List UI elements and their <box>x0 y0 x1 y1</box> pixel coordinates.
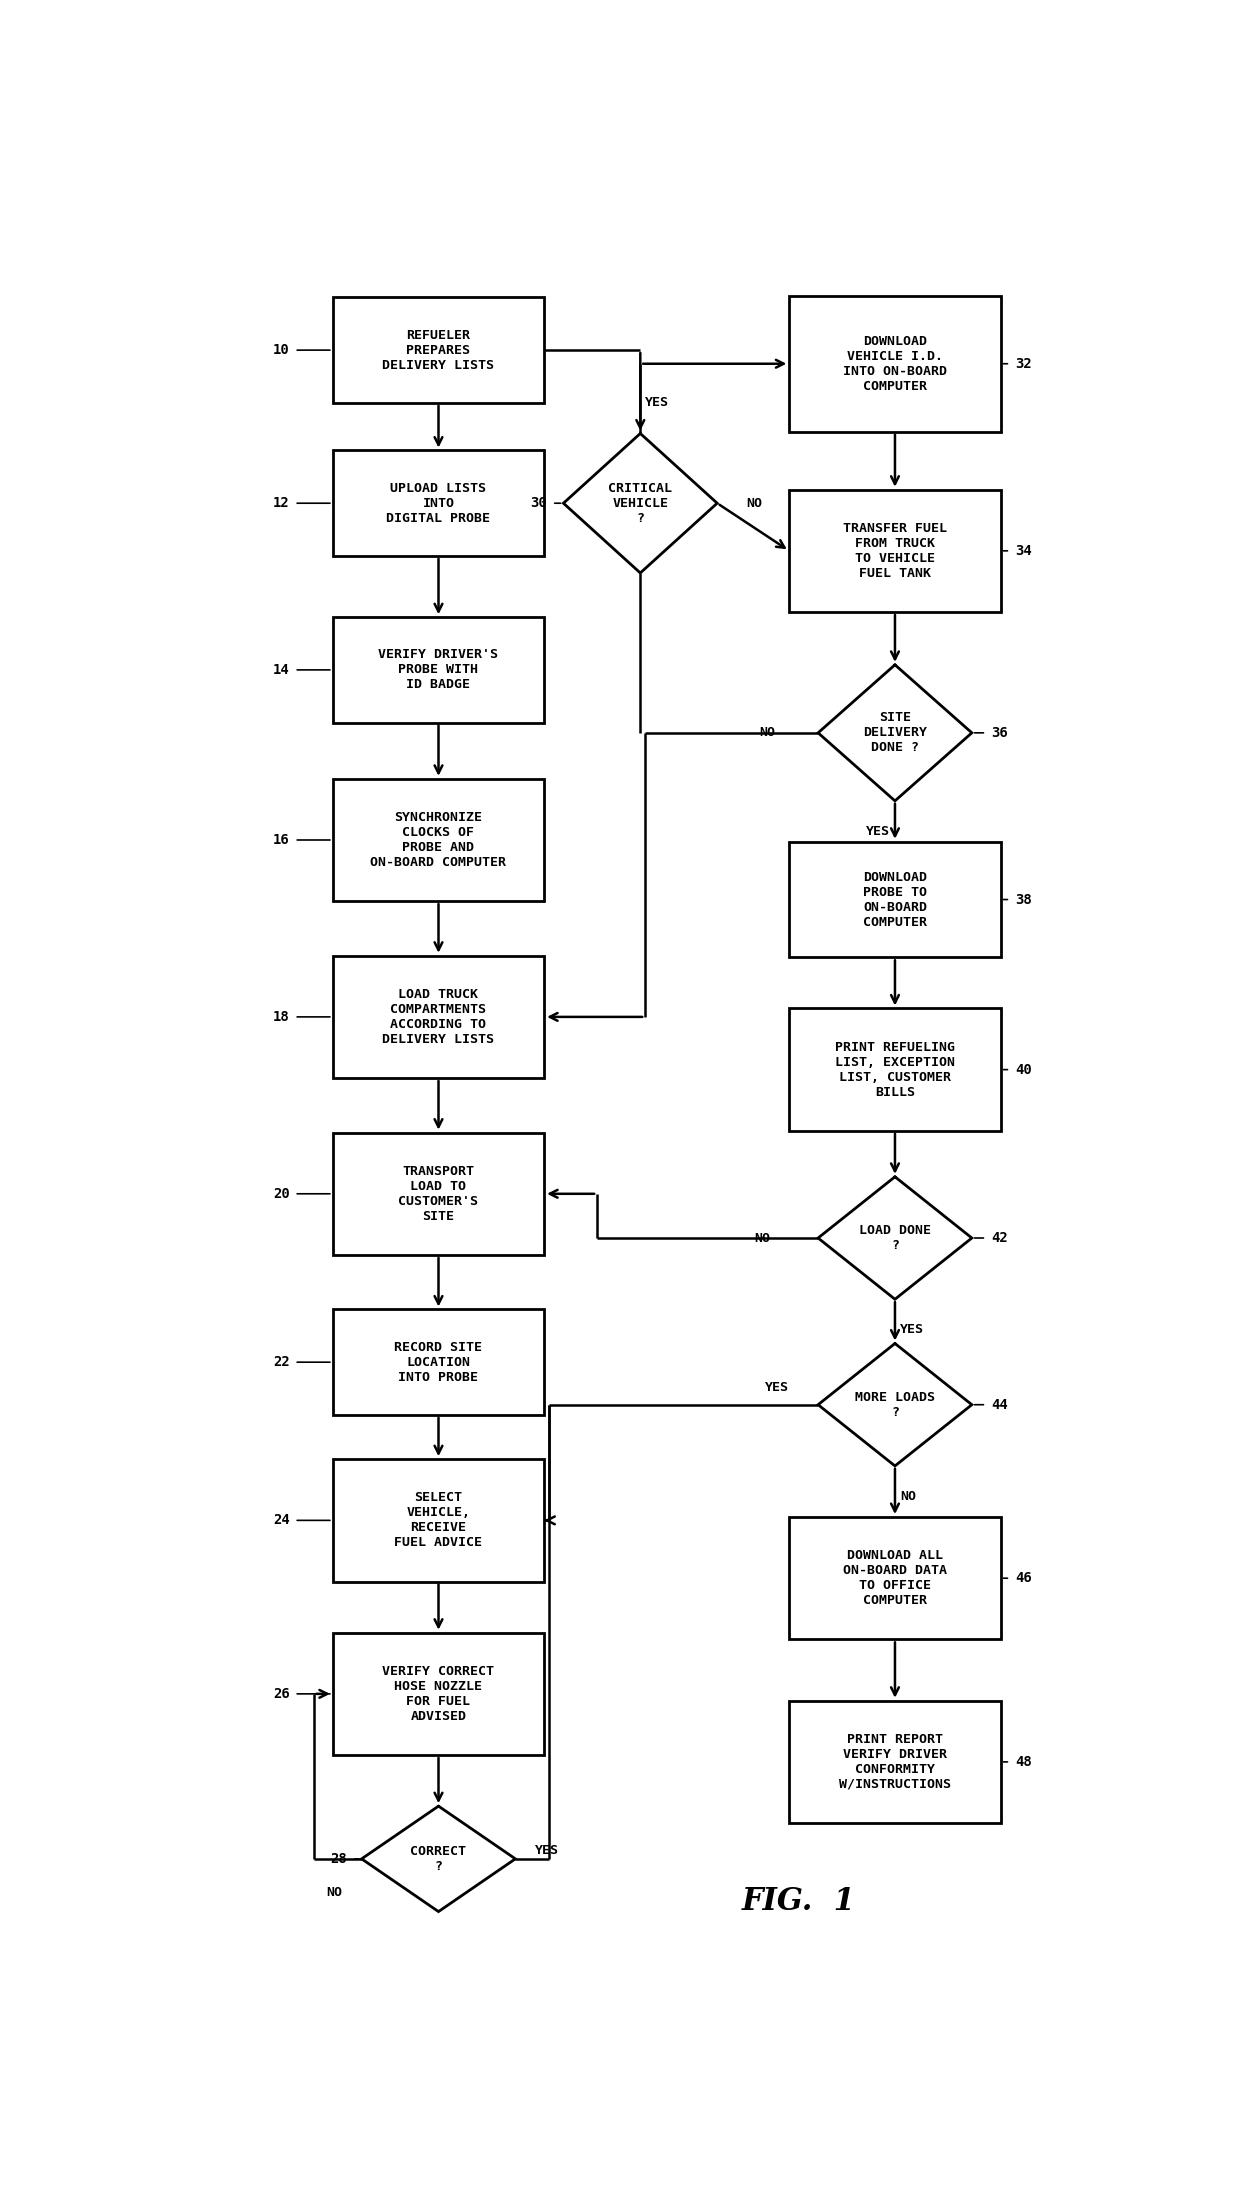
Text: YES: YES <box>867 824 890 837</box>
Text: 44: 44 <box>991 1398 1008 1412</box>
Bar <box>789 1518 1001 1639</box>
Text: SITE
DELIVERY
DONE ?: SITE DELIVERY DONE ? <box>863 711 928 753</box>
Text: 14: 14 <box>273 663 290 676</box>
Text: MORE LOADS
?: MORE LOADS ? <box>854 1392 935 1418</box>
Text: NO: NO <box>746 497 763 510</box>
Text: DOWNLOAD
PROBE TO
ON-BOARD
COMPUTER: DOWNLOAD PROBE TO ON-BOARD COMPUTER <box>863 870 928 928</box>
Text: 34: 34 <box>1016 543 1032 559</box>
Text: 22: 22 <box>273 1354 290 1370</box>
Bar <box>332 1632 544 1756</box>
Text: VERIFY CORRECT
HOSE NOZZLE
FOR FUEL
ADVISED: VERIFY CORRECT HOSE NOZZLE FOR FUEL ADVI… <box>382 1666 495 1723</box>
Text: 46: 46 <box>1016 1571 1032 1586</box>
Text: LOAD DONE
?: LOAD DONE ? <box>859 1224 931 1253</box>
Text: 32: 32 <box>1016 356 1032 371</box>
Bar <box>789 296 1001 431</box>
Text: 16: 16 <box>273 833 290 846</box>
Text: NO: NO <box>900 1491 916 1502</box>
Bar <box>789 842 1001 956</box>
Text: PRINT REPORT
VERIFY DRIVER
CONFORMITY
W/INSTRUCTIONS: PRINT REPORT VERIFY DRIVER CONFORMITY W/… <box>839 1732 951 1791</box>
Text: TRANSPORT
LOAD TO
CUSTOMER'S
SITE: TRANSPORT LOAD TO CUSTOMER'S SITE <box>398 1164 479 1224</box>
Bar <box>332 1310 544 1416</box>
Text: LOAD TRUCK
COMPARTMENTS
ACCORDING TO
DELIVERY LISTS: LOAD TRUCK COMPARTMENTS ACCORDING TO DEL… <box>382 987 495 1045</box>
Text: 26: 26 <box>273 1688 290 1701</box>
Polygon shape <box>563 433 717 572</box>
Text: 18: 18 <box>273 1010 290 1025</box>
Text: 28: 28 <box>330 1851 347 1867</box>
Text: REFUELER
PREPARES
DELIVERY LISTS: REFUELER PREPARES DELIVERY LISTS <box>382 329 495 371</box>
Text: YES: YES <box>645 395 670 409</box>
Text: FIG.  1: FIG. 1 <box>742 1886 856 1917</box>
Bar <box>332 616 544 722</box>
Text: DOWNLOAD
VEHICLE I.D.
INTO ON-BOARD
COMPUTER: DOWNLOAD VEHICLE I.D. INTO ON-BOARD COMP… <box>843 336 947 393</box>
Bar <box>332 780 544 901</box>
Polygon shape <box>818 1177 972 1299</box>
Text: SYNCHRONIZE
CLOCKS OF
PROBE AND
ON-BOARD COMPUTER: SYNCHRONIZE CLOCKS OF PROBE AND ON-BOARD… <box>371 811 506 868</box>
Text: RECORD SITE
LOCATION
INTO PROBE: RECORD SITE LOCATION INTO PROBE <box>394 1341 482 1383</box>
Text: 24: 24 <box>273 1513 290 1526</box>
Bar <box>789 490 1001 612</box>
Text: NO: NO <box>759 727 775 740</box>
Bar <box>789 1007 1001 1131</box>
Bar <box>332 1460 544 1582</box>
Bar <box>332 298 544 402</box>
Polygon shape <box>818 665 972 802</box>
Text: CRITICAL
VEHICLE
?: CRITICAL VEHICLE ? <box>609 482 672 526</box>
Text: 48: 48 <box>1016 1754 1032 1769</box>
Text: 12: 12 <box>273 497 290 510</box>
Text: SELECT
VEHICLE,
RECEIVE
FUEL ADVICE: SELECT VEHICLE, RECEIVE FUEL ADVICE <box>394 1491 482 1549</box>
Text: 10: 10 <box>273 342 290 358</box>
Text: YES: YES <box>534 1845 558 1858</box>
Bar <box>332 956 544 1078</box>
Text: UPLOAD LISTS
INTO
DIGITAL PROBE: UPLOAD LISTS INTO DIGITAL PROBE <box>387 482 491 526</box>
Text: 38: 38 <box>1016 892 1032 906</box>
Text: YES: YES <box>765 1381 789 1394</box>
Polygon shape <box>362 1807 516 1911</box>
Text: 20: 20 <box>273 1186 290 1202</box>
Text: 30: 30 <box>531 497 547 510</box>
Bar <box>332 451 544 557</box>
Bar <box>332 1133 544 1255</box>
Polygon shape <box>818 1343 972 1467</box>
Text: 42: 42 <box>991 1230 1008 1246</box>
Text: VERIFY DRIVER'S
PROBE WITH
ID BADGE: VERIFY DRIVER'S PROBE WITH ID BADGE <box>378 649 498 691</box>
Text: DOWNLOAD ALL
ON-BOARD DATA
TO OFFICE
COMPUTER: DOWNLOAD ALL ON-BOARD DATA TO OFFICE COM… <box>843 1549 947 1608</box>
Text: NO: NO <box>326 1886 342 1900</box>
Text: 40: 40 <box>1016 1063 1032 1076</box>
Text: PRINT REFUELING
LIST, EXCEPTION
LIST, CUSTOMER
BILLS: PRINT REFUELING LIST, EXCEPTION LIST, CU… <box>835 1040 955 1098</box>
Bar <box>789 1701 1001 1822</box>
Text: 36: 36 <box>991 727 1008 740</box>
Text: CORRECT
?: CORRECT ? <box>410 1845 466 1873</box>
Text: TRANSFER FUEL
FROM TRUCK
TO VEHICLE
FUEL TANK: TRANSFER FUEL FROM TRUCK TO VEHICLE FUEL… <box>843 521 947 579</box>
Text: NO: NO <box>754 1230 770 1244</box>
Text: YES: YES <box>900 1323 924 1336</box>
